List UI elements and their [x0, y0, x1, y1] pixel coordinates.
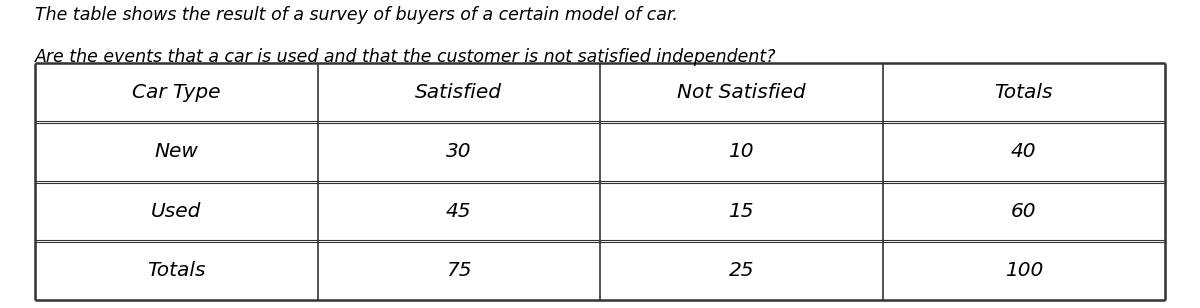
Text: 25: 25: [728, 261, 754, 280]
Text: Totals: Totals: [148, 261, 205, 280]
Text: Used: Used: [151, 202, 202, 221]
Text: Satisfied: Satisfied: [415, 83, 503, 102]
Text: 75: 75: [446, 261, 472, 280]
Text: Totals: Totals: [995, 83, 1054, 102]
Text: 45: 45: [446, 202, 472, 221]
Text: The table shows the result of a survey of buyers of a certain model of car.: The table shows the result of a survey o…: [35, 6, 678, 24]
Text: Are the events that a car is used and that the customer is not satisfied indepen: Are the events that a car is used and th…: [35, 48, 776, 66]
Text: 60: 60: [1010, 202, 1037, 221]
Text: 100: 100: [1004, 261, 1043, 280]
Text: Car Type: Car Type: [132, 83, 221, 102]
Text: 15: 15: [728, 202, 754, 221]
Text: 30: 30: [446, 142, 472, 161]
Text: 10: 10: [728, 142, 754, 161]
Text: 40: 40: [1010, 142, 1037, 161]
Text: New: New: [155, 142, 198, 161]
Text: Not Satisfied: Not Satisfied: [677, 83, 805, 102]
